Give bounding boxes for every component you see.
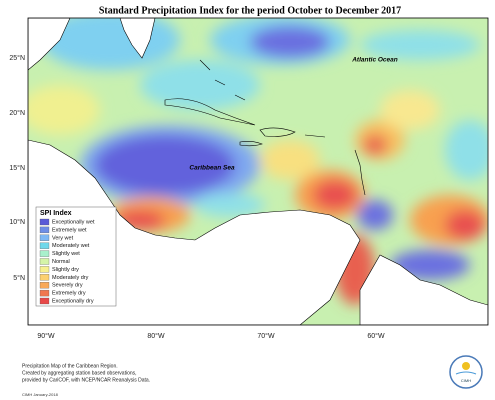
legend: SPI Index Exceptionally wet Extremely wet… bbox=[35, 206, 117, 307]
legend-label: Moderately wet bbox=[52, 243, 90, 249]
legend-swatch bbox=[39, 226, 50, 234]
legend-label: Exceptionally wet bbox=[52, 219, 95, 225]
legend-swatch bbox=[39, 297, 50, 305]
lat-label: 10°N bbox=[9, 218, 25, 226]
legend-swatch bbox=[39, 289, 50, 297]
map-title: Standard Precipitation Index for the per… bbox=[99, 5, 401, 16]
legend-label: Slightly dry bbox=[52, 267, 79, 273]
legend-swatch bbox=[39, 250, 50, 257]
legend-swatch bbox=[39, 266, 50, 273]
lat-label: 25°N bbox=[9, 54, 25, 62]
legend-swatch bbox=[39, 282, 50, 289]
legend-title: SPI Index bbox=[40, 210, 72, 217]
lon-label: 90°W bbox=[37, 332, 55, 340]
logo-text: CIMH bbox=[461, 378, 471, 383]
legend-box bbox=[35, 206, 117, 307]
lat-label: 15°N bbox=[9, 164, 25, 172]
legend-label: Extremely dry bbox=[52, 291, 86, 297]
legend-swatch bbox=[39, 234, 50, 241]
lon-label: 80°W bbox=[147, 332, 165, 340]
legend-swatch bbox=[39, 218, 50, 226]
lat-label: 20°N bbox=[9, 109, 25, 117]
lon-ticks: 90°W 80°W 70°W 60°W bbox=[37, 332, 385, 340]
legend-label: Moderately dry bbox=[52, 275, 89, 281]
legend-label: Severely dry bbox=[52, 283, 83, 289]
precip-field bbox=[28, 18, 488, 325]
legend-label: Exceptionally dry bbox=[52, 298, 94, 304]
legend-label: Extremely wet bbox=[52, 227, 87, 233]
lon-label: 60°W bbox=[367, 332, 385, 340]
footer-credit: CIMH January-2018 bbox=[22, 392, 59, 397]
lat-label: 5°N bbox=[13, 274, 25, 282]
legend-label: Slightly wet bbox=[52, 251, 80, 257]
place-label: Atlantic Ocean bbox=[351, 57, 398, 64]
lat-ticks: 25°N 20°N 15°N 10°N 5°N bbox=[9, 54, 25, 282]
footer-line: Precipitation Map of the Caribbean Regio… bbox=[22, 363, 118, 369]
legend-swatch bbox=[39, 274, 50, 281]
footer-line: Created by aggregating station based obs… bbox=[22, 370, 137, 376]
legend-label: Very wet bbox=[52, 235, 74, 241]
logo: CIMH bbox=[449, 355, 483, 389]
footer: Precipitation Map of the Caribbean Regio… bbox=[22, 363, 150, 397]
legend-swatch bbox=[39, 258, 50, 265]
map-frame bbox=[27, 17, 489, 326]
place-label: Caribbean Sea bbox=[189, 165, 235, 172]
lon-label: 70°W bbox=[257, 332, 275, 340]
islands bbox=[164, 59, 366, 196]
footer-line: provided by CariCOF, with NCEP/NCAR Rean… bbox=[22, 377, 150, 383]
legend-swatch bbox=[39, 242, 50, 249]
legend-label: Normal bbox=[52, 259, 70, 265]
